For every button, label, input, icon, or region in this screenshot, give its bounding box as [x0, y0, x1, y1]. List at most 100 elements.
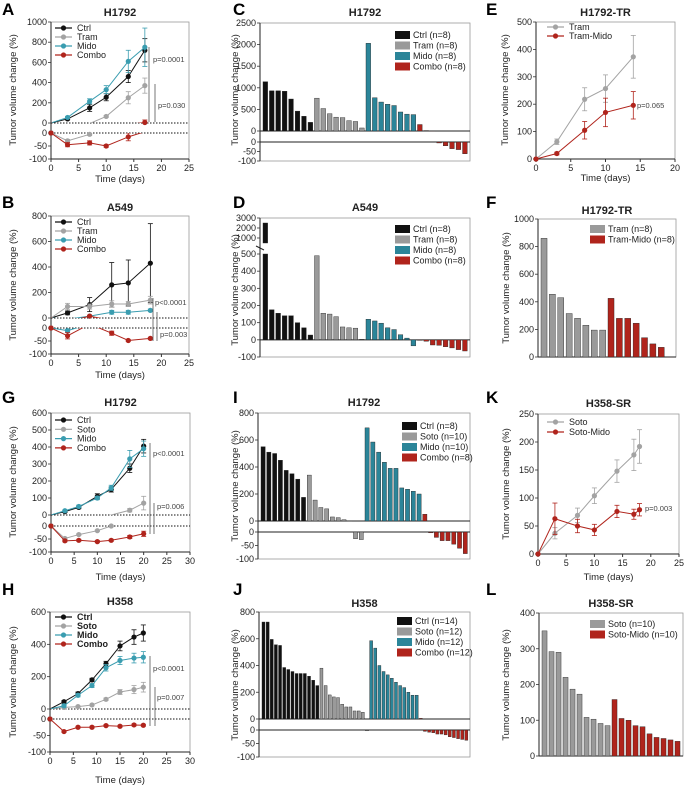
y-tick-label: 50	[524, 521, 534, 531]
series-tram	[533, 35, 636, 162]
y-tick-label: 100	[519, 493, 534, 503]
series-line	[537, 446, 640, 555]
legend-label: Soto	[77, 424, 96, 434]
data-point	[142, 44, 148, 50]
data-point	[125, 337, 131, 344]
data-point	[131, 655, 137, 661]
data-point	[109, 330, 115, 336]
data-point	[109, 282, 115, 288]
panel-j: J H358 Tumor volume change (%) 0 200 400 600 80…	[230, 580, 473, 762]
data-point	[64, 303, 71, 310]
bar-mido	[411, 491, 416, 522]
x-tick-label: 10	[92, 556, 102, 566]
data-point	[89, 682, 95, 689]
chart-title: H358	[107, 596, 133, 608]
legend-label: Combo (n=8)	[413, 256, 466, 266]
legend-label: Mido	[77, 630, 98, 640]
bar-soto	[569, 688, 576, 757]
y-tick-label: 0	[251, 137, 256, 147]
legend-item-ctrl-n-8: Ctrl (n=8)	[395, 224, 451, 234]
series-line	[50, 133, 92, 142]
legend-marker	[60, 632, 67, 638]
legend-item-soto: Soto	[547, 417, 588, 427]
bar-soto	[548, 651, 555, 757]
data-point	[87, 313, 93, 319]
bar-soto-mido	[611, 699, 618, 757]
y-tick-label: 600	[240, 634, 255, 644]
legend-marker	[60, 237, 67, 243]
y-tick-label: 0	[41, 714, 46, 724]
data-point	[75, 724, 81, 730]
bar-tram	[340, 117, 346, 132]
x-tick-label: 30	[185, 556, 195, 566]
series-tram-mido	[533, 91, 636, 162]
legend-item-mido-n-12: Mido (n=12)	[397, 637, 463, 647]
data-point	[48, 523, 54, 529]
bar-soto	[344, 706, 348, 720]
bar-soto-mido	[653, 737, 660, 757]
legend-label: Mido	[77, 235, 97, 245]
bar-tram	[346, 327, 352, 341]
series-combo	[48, 313, 153, 344]
x-tick-label: 5	[76, 358, 81, 368]
series-line	[51, 85, 146, 123]
y-tick-label: 0	[529, 549, 534, 559]
legend-item-tram: Tram	[55, 226, 98, 236]
bar-tram	[346, 120, 352, 132]
y-tick-label: 600	[32, 408, 47, 418]
legend-label: Ctrl	[77, 217, 91, 227]
bar-mido	[410, 114, 416, 132]
data-point	[103, 87, 109, 93]
bar-mido	[394, 682, 398, 720]
x-tick-label: 5	[72, 556, 77, 566]
data-point	[614, 508, 620, 515]
bar-tram	[352, 121, 358, 132]
y-tick-label: 2000	[236, 40, 256, 50]
panel-letter: E	[486, 0, 497, 19]
series-line	[51, 133, 52, 134]
legend-marker	[60, 417, 67, 423]
y-tick-label: 0	[42, 521, 47, 531]
y-tick-label: 400	[519, 297, 534, 307]
legend-item-combo-n-8: Combo (n=8)	[395, 62, 466, 72]
legend-item-tram: Tram	[547, 22, 590, 32]
legend-item-mido: Mido	[55, 434, 97, 444]
x-tick-label: 10	[92, 756, 102, 766]
y-tick-label: 100	[517, 127, 532, 137]
legend-item-mido-n-8: Mido (n=8)	[395, 245, 456, 255]
legend-label: Ctrl (n=8)	[413, 224, 451, 234]
bar-soto	[583, 717, 590, 757]
bar-combo	[443, 141, 449, 146]
series-line	[51, 309, 151, 318]
bar-tram	[327, 313, 333, 341]
bar-ctrl	[301, 116, 307, 132]
legend-label: Soto (n=12)	[415, 627, 462, 637]
y-tick-label: 1000	[27, 17, 47, 27]
y-tick-label: 200	[32, 98, 47, 108]
bar-ctrl	[278, 460, 283, 522]
legend-label: Combo	[77, 244, 106, 254]
data-point	[103, 113, 109, 120]
y-tick-label: 200	[519, 437, 534, 447]
legend-label: Soto-Mido (n=10)	[608, 630, 678, 640]
y-tick-label: 200	[32, 476, 47, 486]
chart-title: H1792-TR	[582, 205, 633, 217]
bar-tram	[359, 339, 365, 341]
x-axis-label: Time (days)	[96, 572, 146, 583]
bar-combo	[427, 729, 431, 733]
bar-soto	[590, 718, 597, 757]
data-point	[147, 297, 153, 303]
y-tick-label: 0	[250, 714, 255, 724]
bar-mido	[416, 493, 422, 522]
data-point	[636, 443, 643, 450]
bar-tram-mido	[649, 343, 657, 358]
bar-ctrl	[301, 327, 307, 341]
data-point	[140, 630, 146, 636]
bar-soto-mido	[674, 741, 681, 757]
bar-mido	[382, 462, 387, 522]
bar-mido	[372, 97, 378, 132]
y-tick-label: 500	[241, 104, 256, 114]
x-tick-label: 15	[129, 163, 139, 173]
y-tick-label: 2500	[236, 18, 256, 28]
data-point	[64, 333, 71, 339]
